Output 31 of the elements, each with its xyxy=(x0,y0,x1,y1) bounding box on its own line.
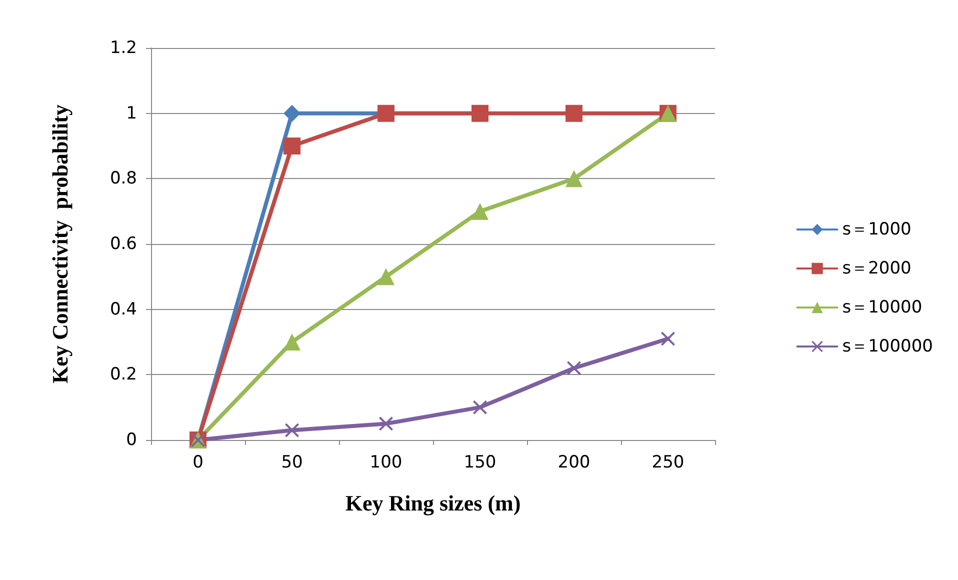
x-tick-label: 150 xyxy=(464,452,496,472)
point xyxy=(472,202,488,220)
x-tick-label: 200 xyxy=(558,452,590,472)
point xyxy=(285,423,299,438)
y-tick-label: 0.4 xyxy=(110,299,137,320)
point xyxy=(379,416,393,431)
point xyxy=(378,268,394,286)
x-tick-label: 50 xyxy=(281,452,303,472)
x-tick-label: 100 xyxy=(370,452,402,472)
y-tick-label: 0.8 xyxy=(110,168,137,189)
legend-label: s＝100000 xyxy=(842,336,934,356)
point xyxy=(661,332,675,346)
point xyxy=(284,104,300,122)
legend-label: s＝2000 xyxy=(842,258,912,278)
point xyxy=(473,400,487,414)
point xyxy=(284,334,300,350)
x-tick-label: 0 xyxy=(192,452,204,472)
x-axis-title: Key Ring sizes (m) xyxy=(345,490,521,516)
legend-label: s＝10000 xyxy=(842,298,922,318)
point xyxy=(284,138,300,154)
x-tick-label: 250 xyxy=(652,452,684,472)
y-tick-label: 1 xyxy=(126,103,137,124)
y-tick-label: 0 xyxy=(126,430,137,450)
y-tick-label: 0.6 xyxy=(110,234,137,254)
y-axis-title: Key Connectivity probability xyxy=(48,104,72,384)
y-tick-label: 0.2 xyxy=(110,364,137,385)
point xyxy=(567,361,581,376)
point xyxy=(566,104,582,122)
legend-label: s＝1000 xyxy=(842,220,912,240)
point xyxy=(566,170,582,188)
y-tick-label: 1.2 xyxy=(110,38,137,58)
